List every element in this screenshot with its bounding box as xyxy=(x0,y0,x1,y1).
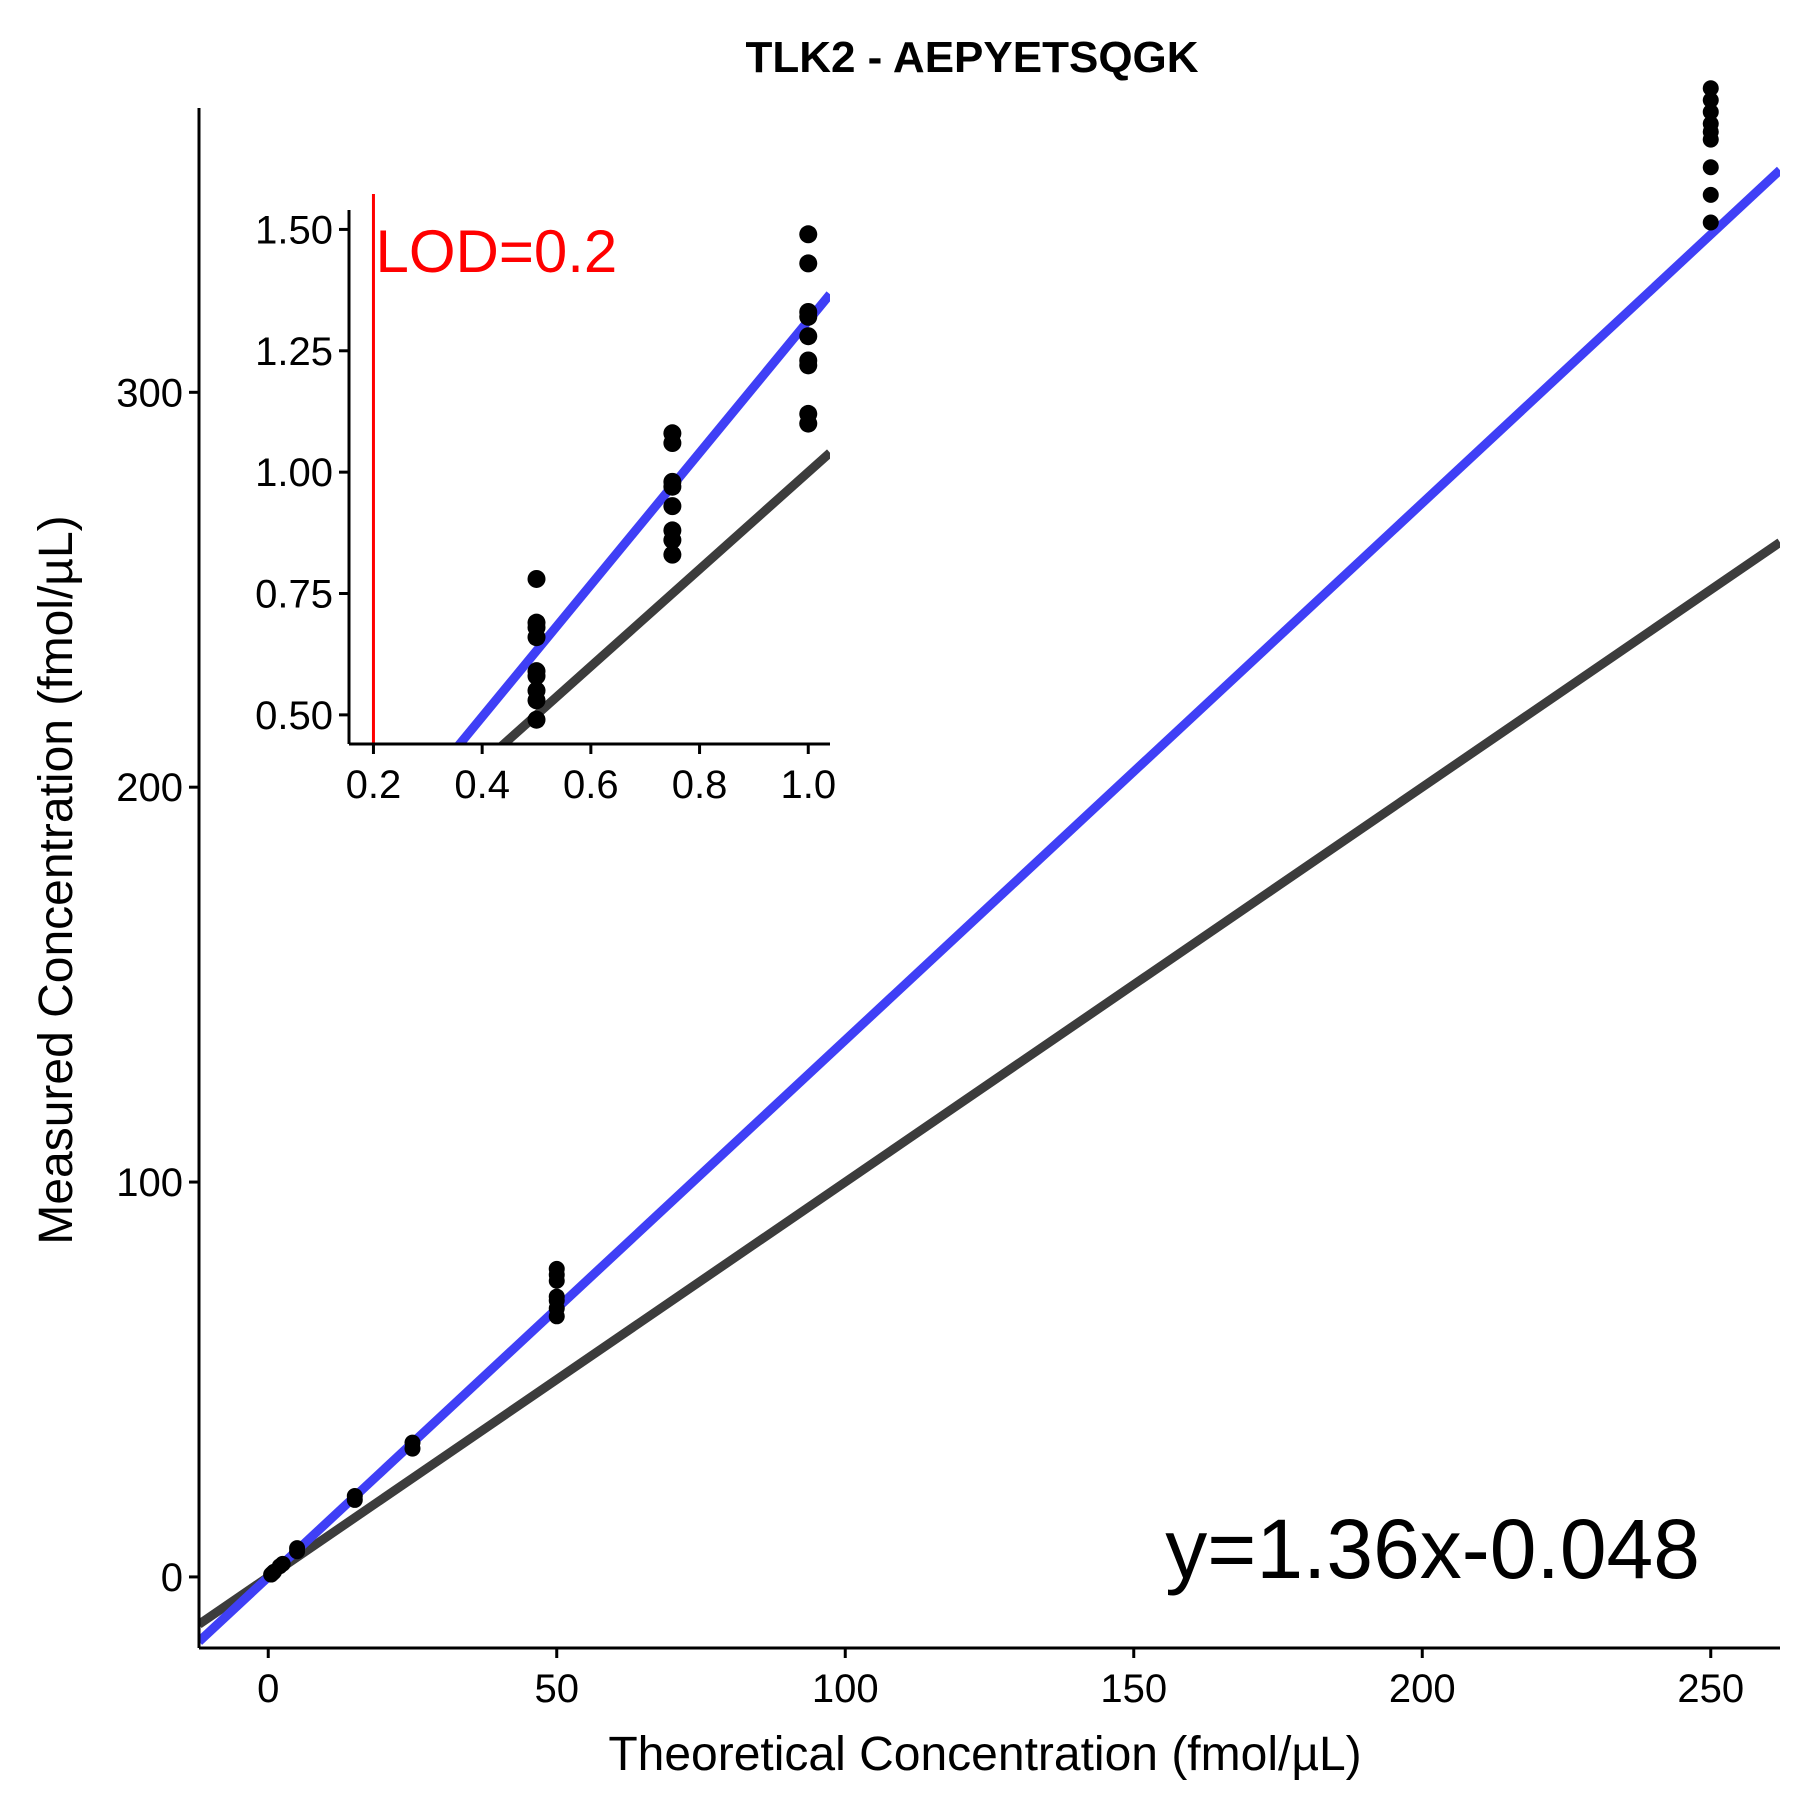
main-data-point xyxy=(1702,80,1719,97)
inset-data-point xyxy=(663,531,682,550)
inset-lod-label: LOD=0.2 xyxy=(375,218,617,285)
main-data-point xyxy=(346,1487,363,1504)
x-axis-label: Theoretical Concentration (fmol/µL) xyxy=(608,1728,1361,1781)
inset-identity-line xyxy=(497,449,830,744)
main-fit-line xyxy=(199,166,1780,1645)
inset-data-point xyxy=(527,569,546,588)
inset-data-point xyxy=(799,225,818,244)
inset-x-tick-label: 0.8 xyxy=(672,763,728,807)
inset-x-tick-label: 0.6 xyxy=(563,763,619,807)
main-data-point xyxy=(404,1434,421,1451)
inset-data-point xyxy=(799,356,818,375)
main-data-point xyxy=(548,1288,565,1305)
main-y-tick-label: 200 xyxy=(116,766,183,810)
inset-data-point xyxy=(799,414,818,433)
regression-equation: y=1.36x-0.048 xyxy=(1165,1502,1700,1596)
main-x-tick-label: 200 xyxy=(1389,1667,1456,1711)
main-data-point xyxy=(1702,103,1719,120)
inset-data-point xyxy=(799,307,818,326)
inset-x-tick-label: 0.2 xyxy=(346,763,402,807)
main-data-point xyxy=(289,1540,306,1557)
inset-y-tick-label: 1.25 xyxy=(255,330,333,374)
main-data-point xyxy=(1702,115,1719,132)
inset-y-tick-label: 1.50 xyxy=(255,208,333,252)
inset-y-tick-label: 1.00 xyxy=(255,451,333,495)
main-y-tick-label: 0 xyxy=(161,1556,183,1600)
main-data-point xyxy=(1702,92,1719,109)
inset-data-point xyxy=(663,477,682,496)
inset-y-tick-label: 0.75 xyxy=(255,573,333,617)
main-data-point xyxy=(274,1555,291,1572)
inset-data-point xyxy=(527,628,546,647)
inset-y-tick-label: 0.50 xyxy=(255,694,333,738)
main-y-tick-label: 300 xyxy=(116,371,183,415)
inset-data-point xyxy=(527,667,546,686)
main-x-tick-label: 0 xyxy=(257,1667,279,1711)
main-identity-line xyxy=(199,538,1780,1629)
inset-x-tick-label: 1.0 xyxy=(780,763,836,807)
chart-title: TLK2 - AEPYETSQGK xyxy=(745,33,1198,82)
main-x-tick-label: 50 xyxy=(534,1667,579,1711)
y-axis-label: Measured Concentration (fmol/µL) xyxy=(30,515,83,1244)
main-data-point xyxy=(1702,186,1719,203)
inset-data-point xyxy=(663,497,682,516)
inset-data-point xyxy=(663,545,682,564)
main-y-tick-label: 100 xyxy=(116,1161,183,1205)
inset-data-point xyxy=(663,434,682,453)
inset-x-tick-label: 0.4 xyxy=(454,763,510,807)
inset-fit-line xyxy=(453,291,830,744)
main-x-tick-label: 250 xyxy=(1677,1667,1744,1711)
main-x-tick-label: 100 xyxy=(812,1667,879,1711)
main-plot: 0 50 100 150 200 250 0 100 200 300 xyxy=(116,80,1780,1711)
inset-data-point xyxy=(527,710,546,729)
inset-data-point xyxy=(527,691,546,710)
inset-plot: LOD=0.2 0.2 0.4 0.6 0.8 1.0 0.50 0.75 1.00 1.25 1.… xyxy=(255,194,836,807)
main-data-point xyxy=(1702,214,1719,231)
inset-data-point xyxy=(799,327,818,346)
main-x-tick-label: 150 xyxy=(1100,1667,1167,1711)
inset-data-point xyxy=(799,254,818,273)
main-data-point xyxy=(1702,159,1719,176)
main-data-point xyxy=(548,1260,565,1277)
